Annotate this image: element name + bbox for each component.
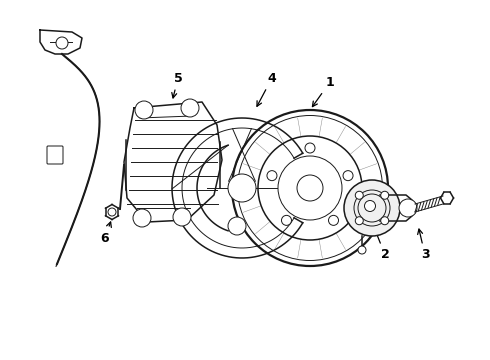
Circle shape [281, 215, 292, 225]
Text: 5: 5 [172, 72, 182, 98]
Circle shape [173, 208, 191, 226]
Circle shape [56, 37, 68, 49]
Circle shape [355, 191, 363, 199]
Circle shape [328, 215, 339, 225]
Circle shape [355, 217, 363, 225]
Circle shape [135, 101, 153, 119]
Circle shape [297, 175, 323, 201]
Circle shape [181, 99, 199, 117]
Text: 1: 1 [313, 76, 334, 107]
Circle shape [228, 174, 256, 202]
Text: 4: 4 [257, 72, 276, 106]
Text: 6: 6 [100, 222, 111, 244]
Text: 2: 2 [373, 226, 390, 261]
Circle shape [133, 209, 151, 227]
Circle shape [343, 171, 353, 181]
FancyBboxPatch shape [47, 146, 63, 164]
Circle shape [228, 217, 246, 235]
Circle shape [305, 143, 315, 153]
Circle shape [381, 217, 389, 225]
Circle shape [365, 201, 375, 211]
Circle shape [358, 246, 366, 254]
Circle shape [344, 180, 400, 236]
Circle shape [381, 191, 389, 199]
Circle shape [399, 199, 417, 217]
Text: 3: 3 [417, 229, 429, 261]
Circle shape [108, 208, 116, 216]
Circle shape [267, 171, 277, 181]
